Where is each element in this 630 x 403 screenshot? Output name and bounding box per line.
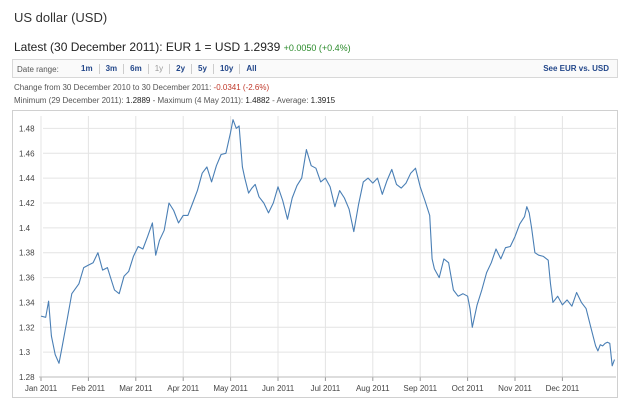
y-tick-label: 1.36 bbox=[19, 274, 35, 283]
range-option-1m[interactable]: 1m bbox=[81, 64, 93, 73]
x-tick-label: Oct 2011 bbox=[452, 384, 484, 393]
date-range-label: Date range: bbox=[17, 65, 59, 74]
range-option-all[interactable]: All bbox=[239, 64, 262, 74]
minimum-label: Minimum (29 December 2011): bbox=[14, 96, 124, 105]
y-tick-label: 1.28 bbox=[19, 373, 35, 382]
x-tick-label: Jan 2011 bbox=[25, 384, 58, 393]
minimum-value: 1.2889 bbox=[125, 96, 151, 105]
y-tick-label: 1.42 bbox=[19, 199, 35, 208]
y-tick-label: 1.38 bbox=[19, 249, 35, 258]
series-line bbox=[40, 119, 616, 367]
y-tick-label: 1.48 bbox=[19, 124, 35, 133]
x-tick-label: Jun 2011 bbox=[262, 384, 295, 393]
exchange-rate-chart: 1.28 1.3 1.32 1.34 1.36 1.38 1.4 1.42 1.44 1.46 1.… bbox=[19, 116, 616, 393]
x-tick-label: Apr 2011 bbox=[167, 384, 199, 393]
latest-rate-label: Latest (30 December 2011): EUR 1 = USD 1… bbox=[14, 40, 281, 54]
range-option-10y[interactable]: 10y bbox=[212, 64, 239, 74]
maximum-value: 1.4882 bbox=[245, 96, 270, 105]
x-tick-label: Mar 2011 bbox=[119, 384, 153, 393]
range-option-5y[interactable]: 5y bbox=[191, 64, 213, 74]
range-option-2y[interactable]: 2y bbox=[169, 64, 191, 74]
x-tick-label: Dec 2011 bbox=[546, 384, 580, 393]
y-tick-label: 1.44 bbox=[19, 174, 35, 183]
chart-area: 1.28 1.3 1.32 1.34 1.36 1.38 1.4 1.42 1.44 1.46 1.… bbox=[12, 110, 618, 398]
maximum-label: - Maximum (4 May 2011): bbox=[152, 96, 244, 105]
min-max-average: Minimum (29 December 2011): 1.2889 - Max… bbox=[14, 96, 335, 105]
x-tick-label: Aug 2011 bbox=[356, 384, 390, 393]
change-summary-label: Change from 30 December 2010 to 30 Decem… bbox=[14, 83, 212, 92]
y-tick-label: 1.32 bbox=[19, 323, 35, 332]
average-value: 1.3915 bbox=[310, 96, 336, 105]
y-tick-label: 1.46 bbox=[19, 149, 35, 158]
x-tick-label: Sep 2011 bbox=[403, 384, 437, 393]
x-tick-label: Jul 2011 bbox=[311, 384, 341, 393]
latest-rate-change: +0.0050 (+0.4%) bbox=[283, 43, 351, 53]
page-title: US dollar (USD) bbox=[14, 10, 108, 25]
average-label: - Average: bbox=[272, 96, 309, 105]
y-tick-label: 1.4 bbox=[19, 224, 31, 233]
see-eur-vs-usd-link[interactable]: See EUR vs. USD bbox=[543, 64, 609, 73]
x-tick-label: May 2011 bbox=[213, 384, 248, 393]
y-tick-label: 1.3 bbox=[19, 348, 31, 357]
range-option-1y: 1y bbox=[147, 64, 169, 74]
x-tick-label: Nov 2011 bbox=[498, 384, 532, 393]
x-tick-label: Feb 2011 bbox=[72, 384, 106, 393]
date-range-options: 1m 3m 6m 1y 2y 5y 10y All bbox=[75, 64, 263, 74]
range-option-6m[interactable]: 6m bbox=[123, 64, 148, 74]
latest-rate: Latest (30 December 2011): EUR 1 = USD 1… bbox=[14, 40, 351, 54]
change-summary: Change from 30 December 2010 to 30 Decem… bbox=[14, 83, 269, 92]
y-tick-label: 1.34 bbox=[19, 298, 35, 307]
range-option-3m[interactable]: 3m bbox=[98, 64, 124, 74]
change-summary-value: -0.0341 (-2.6%) bbox=[213, 83, 270, 92]
date-range-bar: Date range: 1m 3m 6m 1y 2y 5y 10y All Se… bbox=[12, 59, 618, 78]
